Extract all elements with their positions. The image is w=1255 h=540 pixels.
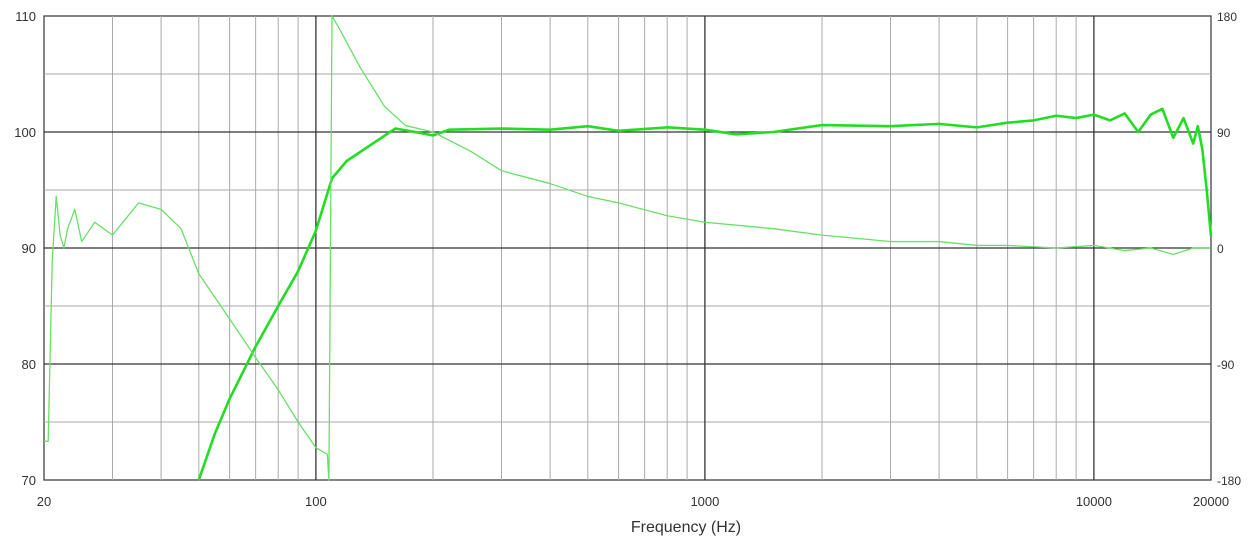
right-y-tick-label: 180 [1217, 10, 1237, 24]
right-y-tick-labels: -180 -90 0 90 180 [1217, 10, 1241, 488]
x-tick-label: 10000 [1076, 494, 1112, 509]
major-grid [44, 16, 1211, 480]
left-y-tick-labels: 70 80 90 100 110 [14, 9, 36, 488]
left-y-tick-label: 90 [22, 241, 36, 256]
x-tick-label: 20000 [1193, 494, 1229, 509]
series-layer [44, 15, 1213, 481]
left-y-tick-label: 110 [15, 9, 36, 24]
right-y-tick-label: 0 [1217, 242, 1224, 256]
x-axis-label: Frequency (Hz) [631, 519, 741, 536]
magnitude-series-line [197, 107, 1213, 481]
left-y-tick-label: 80 [22, 357, 36, 372]
x-tick-label: 100 [305, 494, 327, 509]
right-y-tick-label: -90 [1217, 358, 1235, 372]
x-tick-label: 20 [37, 494, 51, 509]
x-tick-labels: 20 100 1000 10000 20000 [37, 494, 1229, 509]
left-y-tick-label: 100 [14, 125, 36, 140]
right-y-tick-label: -180 [1217, 474, 1241, 488]
x-tick-label: 1000 [690, 494, 719, 509]
right-y-tick-label: 90 [1217, 126, 1231, 140]
phase-series-line [44, 15, 1211, 481]
left-y-tick-label: 70 [22, 473, 36, 488]
